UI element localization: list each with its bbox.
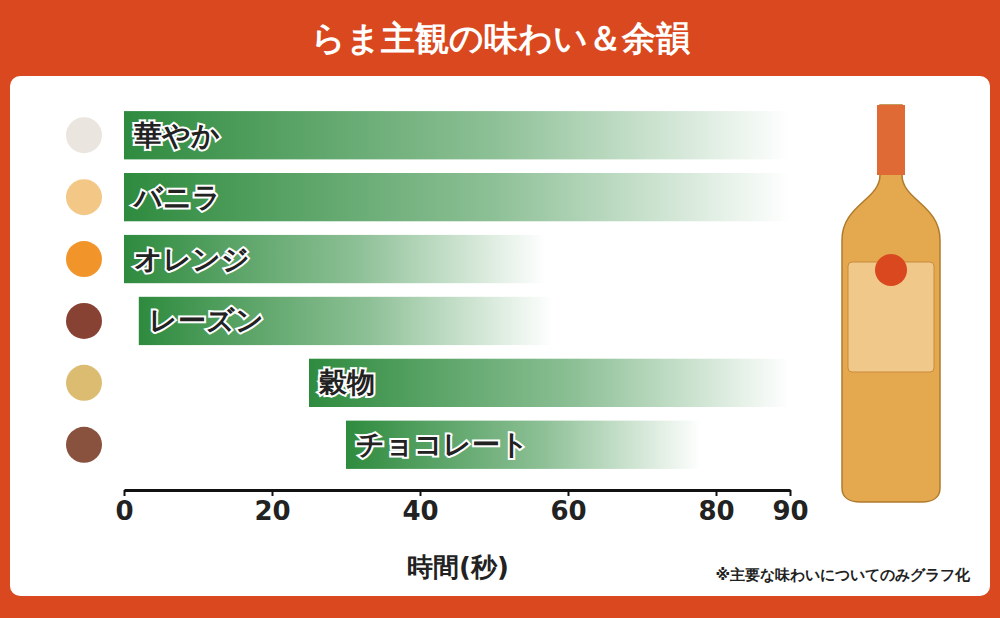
tick-mark	[790, 490, 792, 496]
axis-line	[125, 489, 791, 492]
tick: 60	[550, 490, 586, 526]
bar	[309, 359, 790, 407]
category-label: チョコレート	[356, 428, 529, 461]
icon	[66, 303, 102, 339]
tick: 40	[402, 490, 438, 526]
category-label: バニラ	[132, 181, 221, 214]
tick-label: 90	[772, 496, 808, 526]
tick-mark	[272, 490, 274, 496]
tick-label: 80	[698, 496, 734, 526]
background	[0, 0, 1000, 618]
tick-mark	[716, 490, 718, 496]
tick: 90	[772, 490, 808, 526]
bar	[124, 173, 790, 221]
x-axis: 0 20 40 60 80 90	[115, 490, 808, 526]
title: らま主観の味わい＆余韻	[311, 18, 691, 58]
note: ※主要な味わいについてのみグラフ化	[715, 566, 971, 584]
tick-label: 60	[550, 496, 586, 526]
bar	[139, 297, 553, 345]
bottle-emblem	[875, 254, 907, 286]
bottle-cap	[877, 105, 905, 175]
icon	[66, 241, 102, 277]
x-axis-title: 時間(秒)	[407, 552, 509, 582]
tick-mark	[568, 490, 570, 496]
tick-label: 40	[402, 496, 438, 526]
tick-mark	[124, 490, 126, 496]
tick: 20	[254, 490, 290, 526]
icon	[66, 365, 102, 401]
bottle	[842, 105, 940, 502]
bar	[346, 421, 701, 469]
bars	[124, 111, 790, 469]
icon	[66, 179, 102, 215]
panel	[10, 76, 990, 596]
tick-mark	[420, 490, 422, 496]
bar	[124, 111, 790, 159]
category-label: 穀物	[318, 366, 375, 399]
tick-label: 20	[254, 496, 290, 526]
category-label: 華やか	[133, 119, 220, 152]
tick-label: 0	[115, 496, 133, 526]
tick: 80	[698, 490, 734, 526]
category-label: オレンジ	[134, 243, 250, 276]
category-label: レーズン	[149, 304, 264, 337]
tick: 0	[115, 490, 133, 526]
icon	[66, 427, 102, 463]
bar	[124, 235, 546, 283]
bottle-image	[842, 105, 940, 502]
icon	[66, 117, 102, 153]
